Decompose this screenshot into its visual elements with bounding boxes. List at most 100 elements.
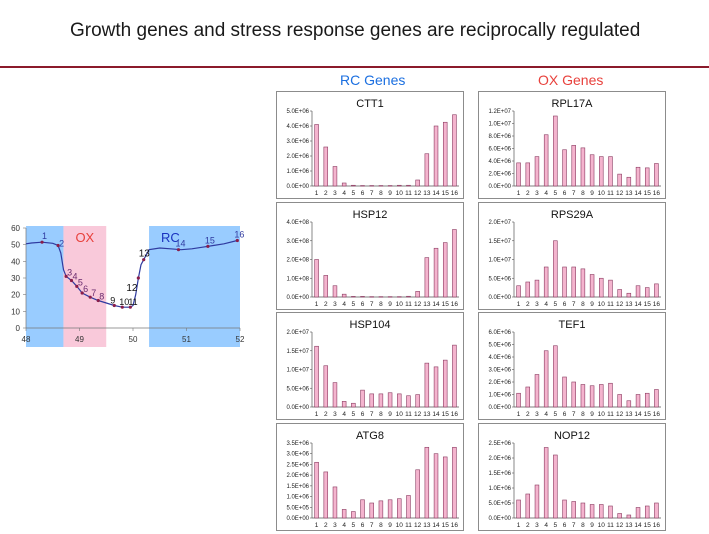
bar xyxy=(635,166,641,187)
bar xyxy=(314,461,319,519)
x-tick-label: 9 xyxy=(388,411,392,418)
bar xyxy=(562,266,567,298)
y-tick-label: 3.0E+06 xyxy=(488,368,511,374)
bar xyxy=(534,484,540,519)
bar xyxy=(608,382,613,408)
bar xyxy=(378,185,384,187)
x-tick-label: 13 xyxy=(625,411,633,418)
bar xyxy=(516,392,521,408)
bar xyxy=(406,395,411,408)
bar xyxy=(433,453,439,519)
title-divider xyxy=(0,66,709,68)
x-tick-label: 6 xyxy=(563,301,567,308)
chart-title: NOP12 xyxy=(554,430,590,442)
bar xyxy=(562,499,567,519)
ox-region xyxy=(63,226,107,347)
sample-point xyxy=(64,274,68,278)
sample-point xyxy=(88,295,92,299)
y-tick-label: 1.0E+07 xyxy=(488,258,511,264)
x-tick-label: 6 xyxy=(361,301,365,308)
sample-point-label: 7 xyxy=(91,288,96,298)
y-tick-label: 0.0E+00 xyxy=(286,295,309,301)
x-tick-label: 16 xyxy=(451,301,459,308)
x-tick-label: 10 xyxy=(598,522,606,529)
x-tick-label: 3 xyxy=(535,411,539,418)
x-tick-label: 13 xyxy=(423,190,431,197)
x-tick-label: 13 xyxy=(423,301,431,308)
sample-point xyxy=(142,258,146,262)
sample-point-label: 6 xyxy=(83,284,88,294)
bar xyxy=(562,376,567,408)
bar xyxy=(369,502,374,519)
bar xyxy=(571,145,576,187)
bar xyxy=(360,296,365,298)
x-tick-label: 12 xyxy=(616,190,624,197)
y-tick-label: 6.0E+06 xyxy=(488,147,511,153)
sample-point-label: 4 xyxy=(72,272,77,282)
y-tick-label: 2.0E+06 xyxy=(286,473,309,479)
y-tick-label: 5.0E+06 xyxy=(488,343,511,349)
y-tick-label: 2.0E+06 xyxy=(488,172,511,178)
x-tick-label: 16 xyxy=(451,522,459,529)
bar xyxy=(332,486,338,519)
hsp104-bar-chart: HSP104 0.0E+00 5.0E+06 1.0E+07 1.5E+07 2.0E+0… xyxy=(276,312,464,420)
chart-title: CTT1 xyxy=(356,98,384,110)
x-tick-label: 6 xyxy=(361,190,365,197)
y-tick-label: 2.0E+07 xyxy=(286,330,309,336)
bar xyxy=(341,182,347,187)
y-tick-label: 5.0E+06 xyxy=(488,276,511,282)
x-tick-label: 9 xyxy=(590,522,594,529)
bar xyxy=(397,498,402,519)
y-tick-label: 20 xyxy=(11,291,20,300)
bar xyxy=(341,401,347,408)
x-tick-label: 50 xyxy=(129,335,138,344)
x-tick-label: 11 xyxy=(405,522,412,529)
x-tick-label: 3 xyxy=(535,301,539,308)
bar xyxy=(351,511,356,519)
x-tick-label: 16 xyxy=(653,301,661,308)
sample-point xyxy=(112,303,116,308)
y-tick-label: 4.0E+06 xyxy=(488,159,511,165)
x-tick-label: 8 xyxy=(581,190,585,197)
x-tick-label: 7 xyxy=(370,190,374,197)
y-tick-label: 0.0E+00 xyxy=(488,295,511,301)
x-tick-label: 9 xyxy=(388,522,392,529)
bar xyxy=(314,124,319,187)
bar xyxy=(608,505,613,519)
bar xyxy=(406,184,411,187)
sample-point-label: 15 xyxy=(205,235,215,245)
bar xyxy=(553,240,558,298)
bar xyxy=(433,125,439,187)
bar xyxy=(617,173,622,187)
tef1-bar-chart: TEF1 0.0E+00 1.0E+06 2.0E+06 3.0E+06 4.0E+06 5… xyxy=(478,312,666,420)
x-tick-label: 1 xyxy=(517,522,521,529)
sample-point-label: 14 xyxy=(175,239,185,249)
x-tick-label: 8 xyxy=(379,411,383,418)
bar xyxy=(323,471,329,519)
x-tick-label: 49 xyxy=(75,335,84,344)
x-tick-label: 9 xyxy=(388,190,392,197)
x-tick-label: 3 xyxy=(535,522,539,529)
bar xyxy=(387,392,393,408)
sample-point-label: 10 xyxy=(119,297,129,307)
x-tick-label: 11 xyxy=(607,190,614,197)
x-tick-label: 14 xyxy=(432,411,440,418)
bar xyxy=(654,389,659,408)
bar xyxy=(580,147,586,187)
bar xyxy=(626,292,632,298)
y-tick-label: 30 xyxy=(11,274,20,283)
bar xyxy=(397,296,402,298)
bar xyxy=(571,266,576,298)
x-tick-label: 16 xyxy=(653,522,661,529)
panel-frame xyxy=(276,202,464,310)
sample-point xyxy=(40,240,44,244)
sample-point xyxy=(96,298,100,303)
chart-title: ATG8 xyxy=(356,430,384,442)
rc-region xyxy=(149,226,240,347)
x-tick-label: 6 xyxy=(563,190,567,197)
sample-point xyxy=(206,244,210,248)
bar xyxy=(387,296,393,298)
bar xyxy=(314,345,319,408)
sample-point xyxy=(56,243,60,248)
x-tick-label: 8 xyxy=(379,522,383,529)
